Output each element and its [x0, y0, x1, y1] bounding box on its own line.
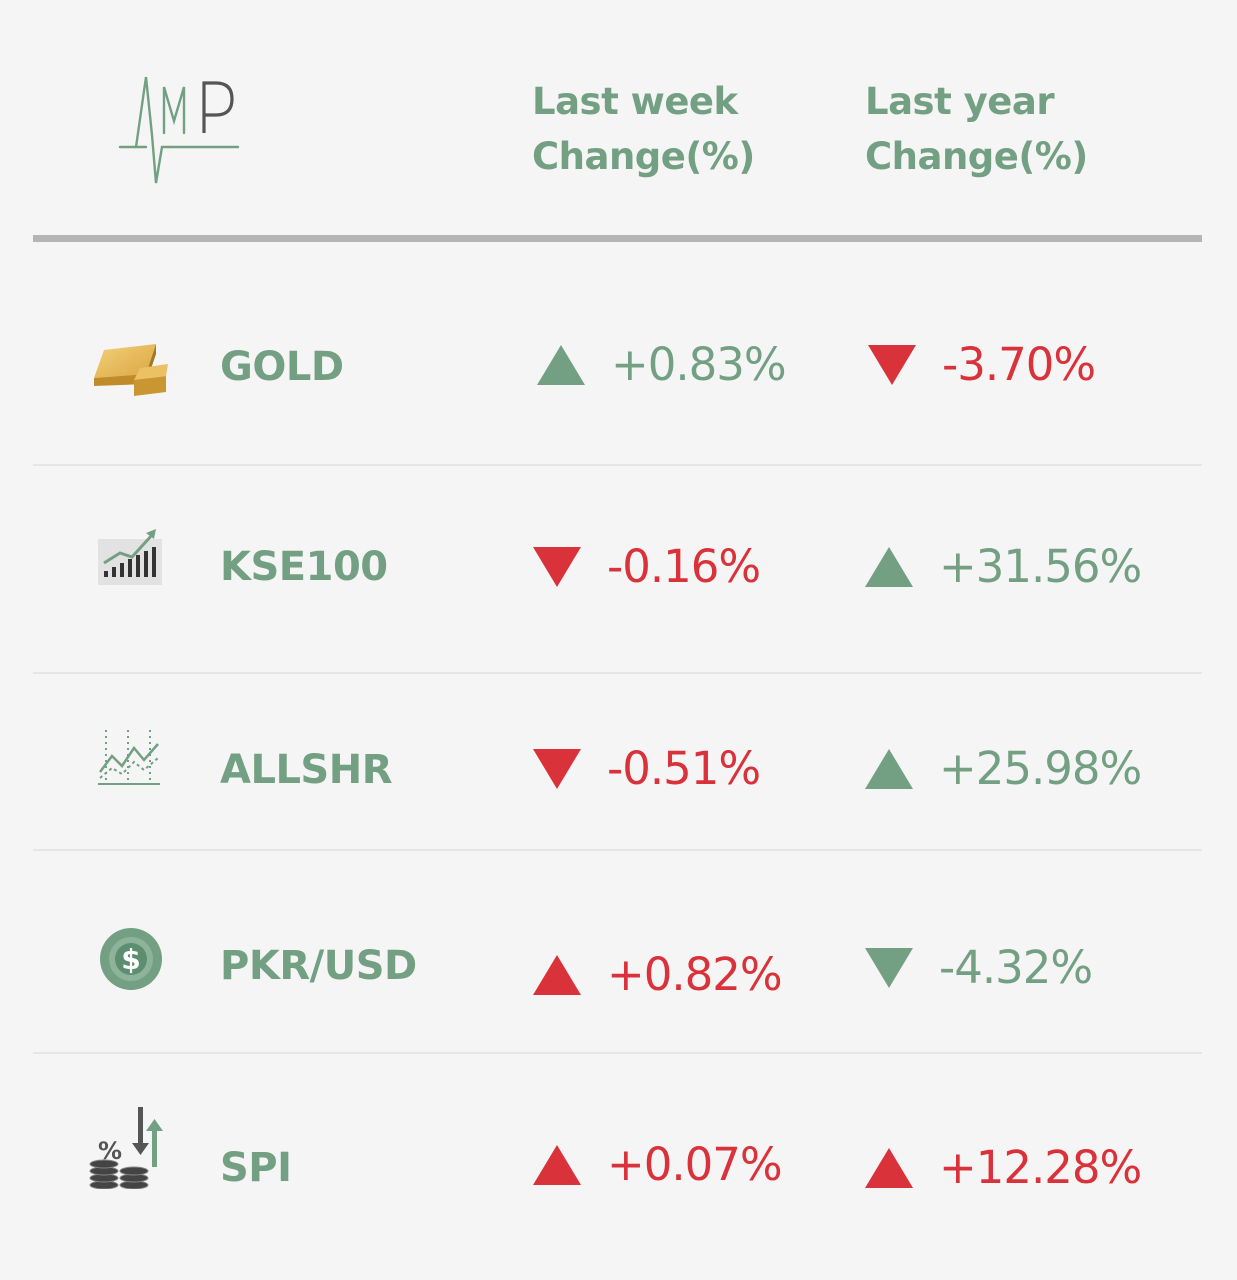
year-change: +12.28% — [865, 1141, 1142, 1194]
row-divider — [33, 672, 1202, 674]
year-change-value: -3.70% — [942, 338, 1096, 391]
bar-chart-growth-icon — [98, 529, 162, 585]
down-arrow-icon — [533, 748, 581, 789]
gold-bar-icon — [94, 344, 168, 396]
year-change-value: +25.98% — [939, 742, 1142, 795]
year-header-line-2: Change(%) — [865, 135, 1088, 178]
amp-logo — [118, 76, 240, 184]
up-arrow-icon — [865, 748, 913, 789]
up-arrow-icon — [533, 1144, 581, 1185]
week-header-line-2: Change(%) — [532, 135, 755, 178]
week-change-value: -0.51% — [607, 742, 761, 795]
asset-name: GOLD — [220, 344, 344, 390]
down-arrow-icon — [865, 947, 913, 988]
year-change: -3.70% — [868, 338, 1096, 391]
year-change-value: -4.32% — [939, 941, 1093, 994]
week-change-header: Last week Change(%) — [532, 74, 755, 184]
week-change: +0.82% — [533, 948, 783, 1001]
week-change: -0.16% — [533, 540, 761, 593]
row-divider — [33, 1052, 1202, 1054]
year-header-line-1: Last year — [865, 80, 1055, 123]
asset-name: PKR/USD — [220, 943, 417, 989]
year-change: +25.98% — [865, 742, 1142, 795]
up-arrow-icon — [537, 344, 585, 385]
up-arrow-icon — [533, 954, 581, 995]
year-change: -4.32% — [865, 941, 1093, 994]
header-divider — [33, 235, 1202, 242]
week-change-value: -0.16% — [607, 540, 761, 593]
svg-text:$: $ — [121, 943, 140, 976]
line-chart-icon — [98, 730, 160, 785]
year-change-value: +12.28% — [939, 1141, 1142, 1194]
week-change-value: +0.82% — [607, 948, 783, 1001]
row-divider — [33, 464, 1202, 466]
asset-name: KSE100 — [220, 544, 388, 590]
year-change-value: +31.56% — [939, 540, 1142, 593]
down-arrow-icon — [868, 344, 916, 385]
percent-coins-icon: % — [89, 1107, 163, 1189]
week-change-value: +0.83% — [611, 338, 787, 391]
week-change-value: +0.07% — [607, 1138, 783, 1191]
year-change-header: Last year Change(%) — [865, 74, 1088, 184]
week-change: +0.83% — [537, 338, 787, 391]
week-change: -0.51% — [533, 742, 761, 795]
year-change: +31.56% — [865, 540, 1142, 593]
asset-name: ALLSHR — [220, 747, 393, 793]
dollar-coin-icon: $ — [100, 928, 162, 990]
week-change: +0.07% — [533, 1138, 783, 1191]
down-arrow-icon — [533, 546, 581, 587]
week-header-line-1: Last week — [532, 80, 738, 123]
asset-name: SPI — [220, 1145, 292, 1191]
up-arrow-icon — [865, 546, 913, 587]
row-divider — [33, 849, 1202, 851]
up-arrow-icon — [865, 1147, 913, 1188]
